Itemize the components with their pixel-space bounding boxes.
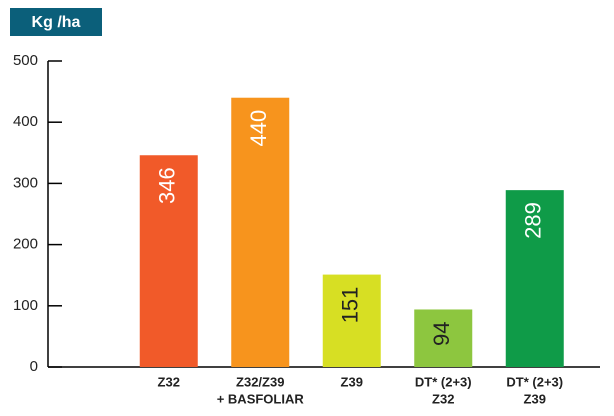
x-tick-label: DT* (2+3) [415,374,472,389]
y-tick-label: 300 [13,174,38,191]
value-label: 289 [521,202,546,239]
value-label: 346 [155,167,180,204]
value-label: 151 [338,287,363,324]
x-tick-label: Z32/Z39 [236,374,284,389]
y-tick-label: 400 [13,113,38,130]
bar [231,97,290,367]
y-tick-label: 0 [30,358,38,375]
bar [139,155,198,367]
x-tick-label: Z32 [158,374,180,389]
x-tick-label: Z39 [341,374,363,389]
y-tick-label: 200 [13,236,38,253]
title-box [10,8,102,36]
y-tick-label: 500 [13,52,38,69]
y-tick-label: 100 [13,297,38,314]
value-label: 440 [246,110,271,147]
bar [414,309,473,367]
bar [322,274,381,367]
x-tick-label: Z32 [432,391,454,406]
x-tick-label: + BASFOLIAR [217,391,305,406]
value-label: 94 [429,321,454,345]
x-tick-label: DT* (2+3) [506,374,563,389]
bar [505,190,564,367]
x-tick-label: Z39 [524,391,546,406]
chart-title: Kg /ha [32,14,81,31]
